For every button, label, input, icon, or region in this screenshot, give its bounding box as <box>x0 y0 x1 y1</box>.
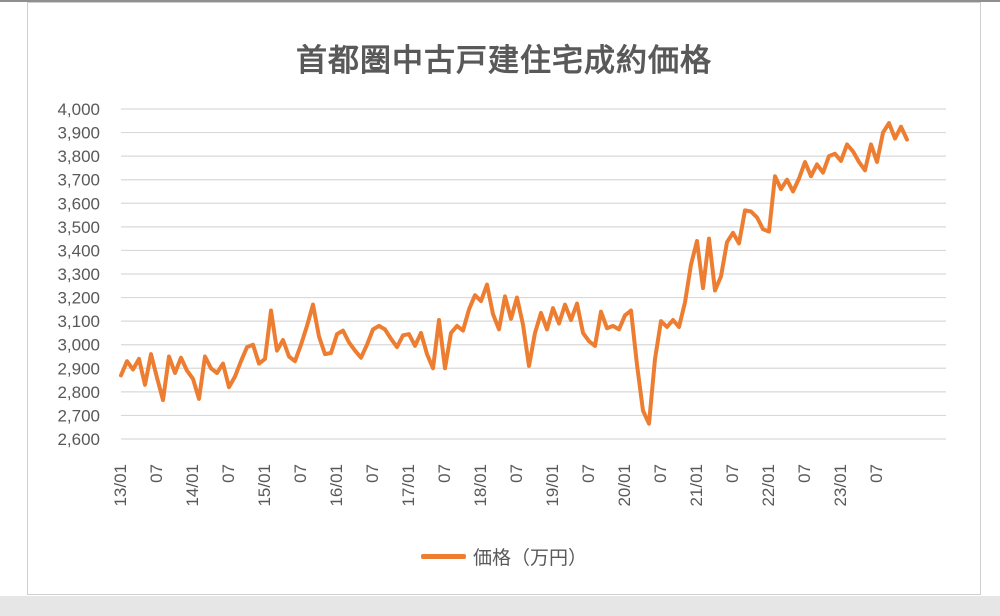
y-axis-label: 3,900 <box>57 124 100 143</box>
x-axis-label: 07 <box>435 464 454 483</box>
x-axis-label: 07 <box>507 464 526 483</box>
price-line-chart: 2,600 2,700 2,800 2,900 3,000 3,100 3,200 3,300… <box>57 100 946 507</box>
y-axis-label: 3,600 <box>57 194 100 213</box>
y-axis-label: 2,700 <box>57 406 100 425</box>
y-axis-label: 3,500 <box>57 218 100 237</box>
x-axis-label: 07 <box>867 464 886 483</box>
x-axis-label: 17/01 <box>399 464 418 507</box>
chart-card: 2,600 2,700 2,800 2,900 3,000 3,100 3,200 3,300… <box>27 2 981 595</box>
x-axis-label: 21/01 <box>687 464 706 507</box>
x-axis-label: 07 <box>579 464 598 483</box>
y-axis-label: 3,400 <box>57 241 100 260</box>
x-axis-label: 07 <box>795 464 814 483</box>
y-axis-label: 3,700 <box>57 171 100 190</box>
page-bottom-strip <box>0 596 1000 616</box>
x-axis-label: 14/01 <box>183 464 202 507</box>
y-axis-label: 3,800 <box>57 147 100 166</box>
y-axis-label: 3,300 <box>57 265 100 284</box>
y-axis-label: 2,800 <box>57 383 100 402</box>
x-axis-label: 20/01 <box>615 464 634 507</box>
x-axis-label: 07 <box>363 464 382 483</box>
x-axis-label: 07 <box>723 464 742 483</box>
x-axis-label: 07 <box>219 464 238 483</box>
x-axis-label: 07 <box>147 464 166 483</box>
x-axis-label: 16/01 <box>327 464 346 507</box>
price-line <box>119 121 909 426</box>
y-axis-label: 3,200 <box>57 289 100 308</box>
chart-title: 首都圏中古戸建住宅成約価格 <box>296 43 712 78</box>
y-axis-label: 4,000 <box>57 100 100 119</box>
x-axis-label: 23/01 <box>831 464 850 507</box>
y-axis-label: 2,900 <box>57 359 100 378</box>
x-axis-label: 18/01 <box>471 464 490 507</box>
x-axis-label: 07 <box>291 464 310 483</box>
x-axis-label: 15/01 <box>255 464 274 507</box>
x-axis-label: 07 <box>651 464 670 483</box>
chart-legend: 価格（万円） <box>28 543 980 570</box>
y-axis-label: 2,600 <box>57 430 100 449</box>
x-axis-label: 22/01 <box>759 464 778 507</box>
legend-line-swatch <box>420 554 466 559</box>
legend-label: 価格（万円） <box>472 548 587 569</box>
window-top-edge <box>0 0 1000 2</box>
y-axis-label: 3,100 <box>57 312 100 331</box>
x-axis-label: 13/01 <box>111 464 130 507</box>
y-axis-label: 3,000 <box>57 336 100 355</box>
x-axis-label: 19/01 <box>543 464 562 507</box>
